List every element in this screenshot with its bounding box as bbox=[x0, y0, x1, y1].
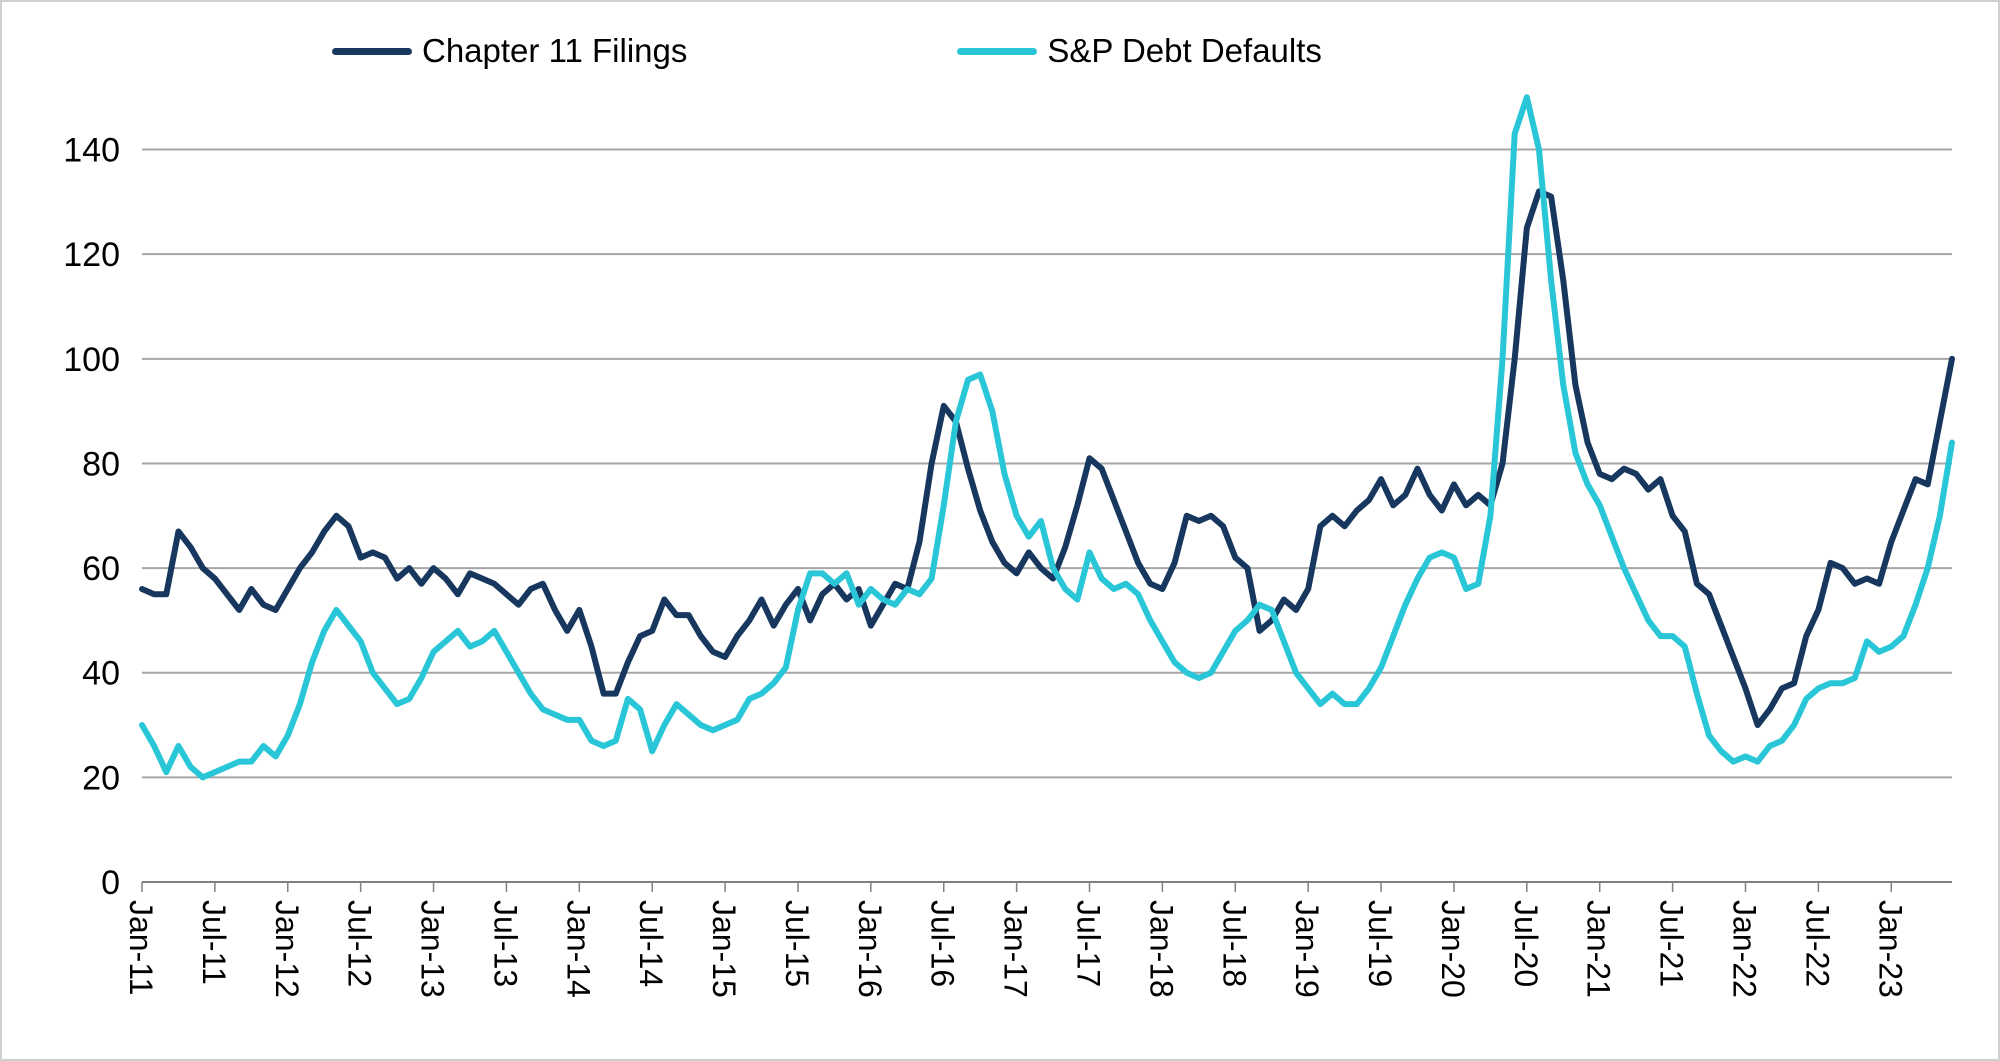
x-tick-label: Jan-19 bbox=[1289, 900, 1325, 998]
x-tick-label: Jan-23 bbox=[1872, 900, 1908, 998]
x-tick-label: Jul-17 bbox=[1071, 900, 1107, 987]
legend-item-sp-debt-defaults: S&P Debt Defaults bbox=[957, 32, 1322, 70]
x-tick-label: Jul-16 bbox=[925, 900, 961, 987]
legend-swatch-sp-debt-defaults bbox=[957, 47, 1038, 55]
y-tick-label: 120 bbox=[63, 236, 120, 274]
x-tick-label: Jan-18 bbox=[1143, 900, 1179, 998]
legend-label-chapter-11-filings: Chapter 11 Filings bbox=[422, 32, 688, 69]
y-tick-label: 80 bbox=[82, 445, 120, 483]
legend-label-sp-debt-defaults: S&P Debt Defaults bbox=[1047, 32, 1322, 69]
x-tick-label: Jan-11 bbox=[123, 900, 159, 995]
x-tick-label: Jul-18 bbox=[1216, 900, 1252, 987]
x-tick-label: Jul-19 bbox=[1362, 900, 1398, 987]
x-tick-label: Jul-15 bbox=[779, 900, 815, 987]
sp-debt-defaults-line bbox=[139, 94, 1955, 781]
x-tick-label: Jan-13 bbox=[415, 900, 451, 998]
x-tick-label: Jul-13 bbox=[487, 900, 523, 987]
x-tick-label: Jan-17 bbox=[998, 900, 1034, 998]
y-tick-label: 40 bbox=[82, 655, 120, 693]
x-tick-label: Jul-22 bbox=[1799, 900, 1835, 987]
x-tick-label: Jan-12 bbox=[269, 900, 305, 998]
x-tick-label: Jan-21 bbox=[1581, 900, 1617, 998]
x-tick-label: Jul-12 bbox=[342, 900, 378, 987]
x-tick-label: Jan-14 bbox=[560, 900, 596, 998]
legend-item-chapter-11-filings: Chapter 11 Filings bbox=[332, 32, 687, 70]
x-tick-label: Jan-15 bbox=[706, 900, 742, 998]
x-tick-label: Jan-22 bbox=[1726, 900, 1762, 998]
x-tick-label: Jan-16 bbox=[852, 900, 888, 998]
x-tick-label: Jan-20 bbox=[1435, 900, 1471, 998]
x-tick-label: Jul-14 bbox=[633, 900, 669, 987]
legend-swatch-chapter-11-filings bbox=[332, 47, 412, 55]
y-tick-label: 140 bbox=[63, 132, 120, 170]
y-tick-label: 20 bbox=[82, 759, 120, 797]
x-tick-label: Jul-21 bbox=[1654, 900, 1690, 987]
chapter-11-filings-line bbox=[139, 188, 1955, 729]
y-tick-label: 0 bbox=[101, 864, 120, 902]
y-tick-label: 60 bbox=[82, 550, 120, 588]
x-tick-label: Jul-11 bbox=[196, 900, 232, 985]
chart-legend: Chapter 11 Filings S&P Debt Defaults bbox=[332, 32, 1322, 70]
x-tick-label: Jul-20 bbox=[1508, 900, 1544, 987]
y-tick-label: 100 bbox=[63, 341, 120, 379]
